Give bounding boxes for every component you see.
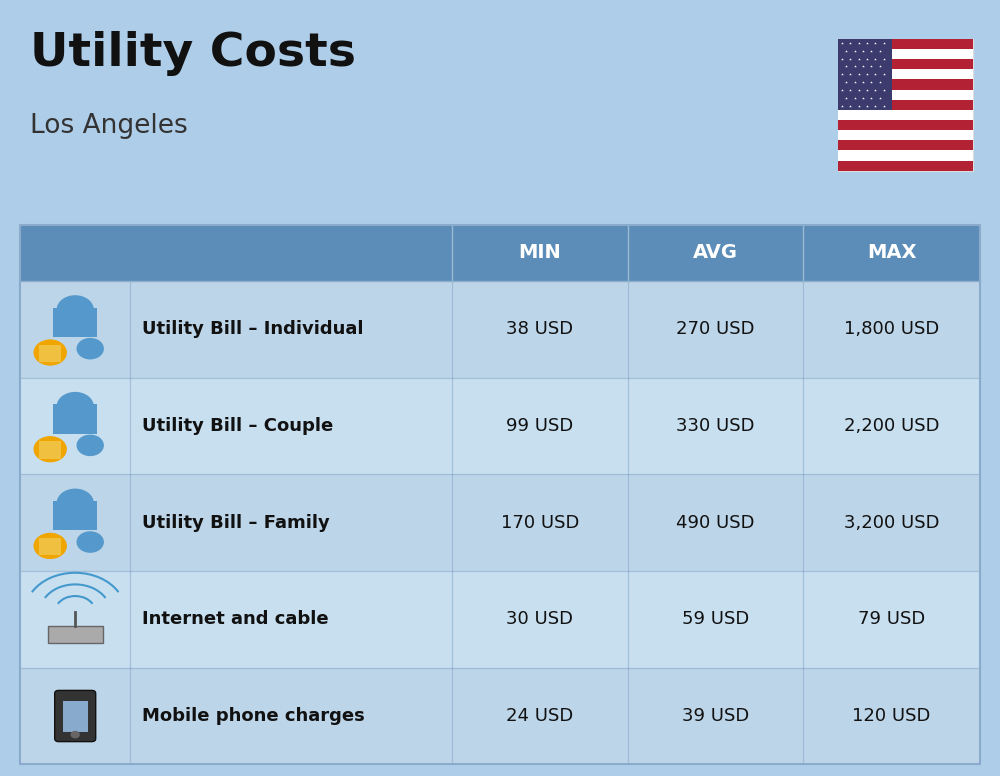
Bar	[838, 69, 973, 79]
Text: Los Angeles: Los Angeles	[30, 113, 188, 139]
Bar	[20, 378, 980, 474]
Text: 39 USD: 39 USD	[682, 707, 749, 725]
Circle shape	[34, 534, 66, 559]
Text: 490 USD: 490 USD	[676, 514, 755, 532]
Bar	[838, 89, 973, 99]
Text: 270 USD: 270 USD	[676, 320, 755, 338]
Bar	[838, 151, 973, 161]
Bar	[39, 539, 61, 556]
Bar	[39, 442, 61, 459]
Bar	[63, 702, 88, 733]
Text: AVG: AVG	[693, 244, 738, 262]
Text: 3,200 USD: 3,200 USD	[844, 514, 939, 532]
Text: MIN: MIN	[518, 244, 561, 262]
Text: 79 USD: 79 USD	[858, 611, 925, 629]
Bar	[39, 345, 61, 362]
Text: 170 USD: 170 USD	[501, 514, 579, 532]
Bar	[20, 225, 980, 764]
Text: Internet and cable: Internet and cable	[142, 611, 329, 629]
Bar	[838, 49, 973, 59]
Bar	[838, 39, 973, 49]
Text: 1,800 USD: 1,800 USD	[844, 320, 939, 338]
Bar	[838, 99, 973, 110]
Text: 2,200 USD: 2,200 USD	[844, 417, 939, 435]
Text: Utility Bill – Couple: Utility Bill – Couple	[142, 417, 334, 435]
Bar	[838, 140, 973, 151]
Bar	[20, 667, 980, 764]
Text: Utility Bill – Family: Utility Bill – Family	[142, 514, 330, 532]
Bar	[838, 39, 892, 110]
Bar	[20, 474, 980, 571]
Text: 24 USD: 24 USD	[506, 707, 573, 725]
Bar	[53, 501, 97, 531]
Bar	[838, 130, 973, 140]
Circle shape	[34, 437, 66, 462]
Text: 38 USD: 38 USD	[506, 320, 573, 338]
Circle shape	[77, 532, 103, 553]
Text: 330 USD: 330 USD	[676, 417, 755, 435]
Bar	[20, 281, 980, 378]
Circle shape	[71, 732, 79, 738]
Bar	[20, 225, 980, 281]
Text: 99 USD: 99 USD	[506, 417, 573, 435]
Text: Utility Costs: Utility Costs	[30, 31, 356, 76]
Circle shape	[57, 393, 93, 421]
Bar	[838, 39, 973, 171]
Text: 120 USD: 120 USD	[852, 707, 931, 725]
Bar	[838, 161, 973, 171]
Circle shape	[57, 489, 93, 518]
Bar	[20, 571, 980, 667]
Bar	[838, 110, 973, 120]
Text: MAX: MAX	[867, 244, 916, 262]
Circle shape	[57, 296, 93, 324]
Circle shape	[77, 435, 103, 456]
Bar	[53, 307, 97, 337]
Text: Mobile phone charges: Mobile phone charges	[142, 707, 365, 725]
Bar	[53, 404, 97, 434]
Bar	[48, 625, 103, 643]
Bar	[838, 59, 973, 69]
FancyBboxPatch shape	[55, 691, 96, 742]
Text: 59 USD: 59 USD	[682, 611, 749, 629]
Bar	[838, 79, 973, 89]
Circle shape	[77, 338, 103, 359]
Text: 30 USD: 30 USD	[506, 611, 573, 629]
Text: Utility Bill – Individual: Utility Bill – Individual	[142, 320, 364, 338]
Circle shape	[34, 340, 66, 365]
Bar	[838, 120, 973, 130]
